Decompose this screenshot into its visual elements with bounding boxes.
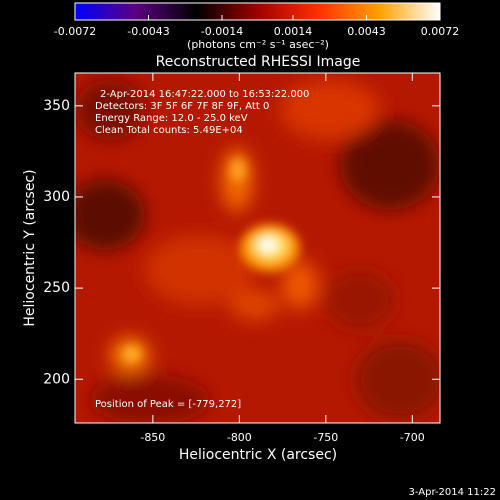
x-tick-label: -850 [140,431,165,444]
plot-frame [74,72,441,424]
x-tick-label: -700 [400,431,425,444]
x-tick-label: -800 [227,431,252,444]
colorbar-tick-label: -0.0014 [201,25,243,38]
colorbar-label: (photons cm⁻² s⁻¹ asec⁻²) [187,38,329,51]
x-tick-label: -750 [313,431,338,444]
colorbar-tick-label: 0.0043 [347,25,386,38]
annotation: Detectors: 3F 5F 6F 7F 8F 9F, Att 0 [95,101,269,112]
annotation: Position of Peak = [-779,272] [95,399,241,410]
y-axis-label: Heliocentric Y (arcsec) [22,169,38,326]
footer: 3-Apr-2014 11:22 [409,487,496,498]
x-axis-label: Heliocentric X (arcsec) [179,447,337,463]
y-tick-label: 350 [43,98,70,114]
chart-title: Reconstructed RHESSI Image [156,54,361,70]
colorbar [74,2,441,21]
annotation: Clean Total counts: 5.49E+04 [95,125,243,136]
y-tick-label: 200 [43,371,70,387]
colorbar-tick-label: -0.0043 [127,25,169,38]
y-tick-label: 300 [43,189,70,205]
annotation: 2-Apr-2014 16:47:22.000 to 16:53:22.000 [100,89,309,100]
annotation: Energy Range: 12.0 - 25.0 keV [95,113,248,124]
image [75,73,440,423]
y-tick-label: 250 [43,280,70,296]
colorbar-tick-label: 0.0072 [421,25,460,38]
colorbar-tick-label: -0.0072 [54,25,96,38]
colorbar-tick-label: 0.0014 [274,25,313,38]
